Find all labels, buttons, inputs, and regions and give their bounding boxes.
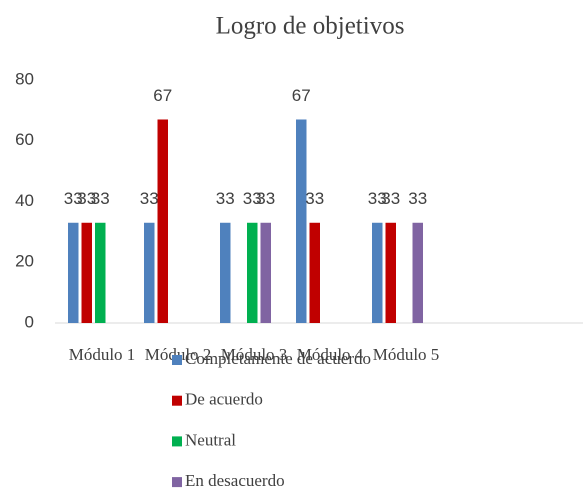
data-label: 33: [305, 189, 324, 208]
x-tick-label: Módulo 4: [297, 345, 364, 364]
data-label: 33: [381, 189, 400, 208]
bar: [68, 222, 79, 323]
x-tick-label: Módulo 2: [145, 345, 212, 364]
data-label: 33: [243, 189, 262, 208]
bar: [144, 222, 155, 323]
bar: [296, 119, 307, 323]
x-tick-label: Módulo 5: [373, 345, 440, 364]
bar: [157, 119, 168, 323]
bar: [412, 222, 423, 323]
bar: [247, 222, 258, 323]
data-label: 33: [216, 189, 235, 208]
data-label: 33: [368, 189, 387, 208]
legend-label: Completamente de acuerdo: [185, 349, 371, 368]
bar: [309, 222, 320, 323]
y-tick-label: 20: [15, 252, 34, 271]
x-tick-label: Módulo 3: [221, 345, 288, 364]
data-label: 33: [140, 189, 159, 208]
y-tick-label: 80: [15, 69, 34, 88]
legend-label: Neutral: [185, 430, 236, 449]
data-label: 33: [256, 189, 275, 208]
y-tick-label: 60: [15, 130, 34, 149]
data-label: 67: [153, 86, 172, 105]
bar: [220, 222, 231, 323]
bar: [385, 222, 396, 323]
data-label: 67: [292, 86, 311, 105]
bar: [260, 222, 271, 323]
legend-swatch: [172, 436, 182, 447]
chart-title: Logro de objetivos: [216, 13, 405, 40]
data-label: 33: [91, 189, 110, 208]
legend-label: De acuerdo: [185, 390, 263, 409]
y-tick-label: 40: [15, 191, 34, 210]
x-tick-label: Módulo 1: [69, 345, 136, 364]
legend-swatch: [172, 395, 182, 406]
bar: [95, 222, 106, 323]
data-label: 33: [64, 189, 83, 208]
data-label: 33: [77, 189, 96, 208]
data-label: 33: [408, 189, 427, 208]
legend-swatch: [172, 355, 182, 365]
bar: [81, 222, 92, 323]
bar: [372, 222, 383, 323]
legend-swatch: [172, 477, 182, 488]
legend-label: En desacuerdo: [185, 471, 285, 490]
y-tick-label: 0: [25, 312, 34, 331]
